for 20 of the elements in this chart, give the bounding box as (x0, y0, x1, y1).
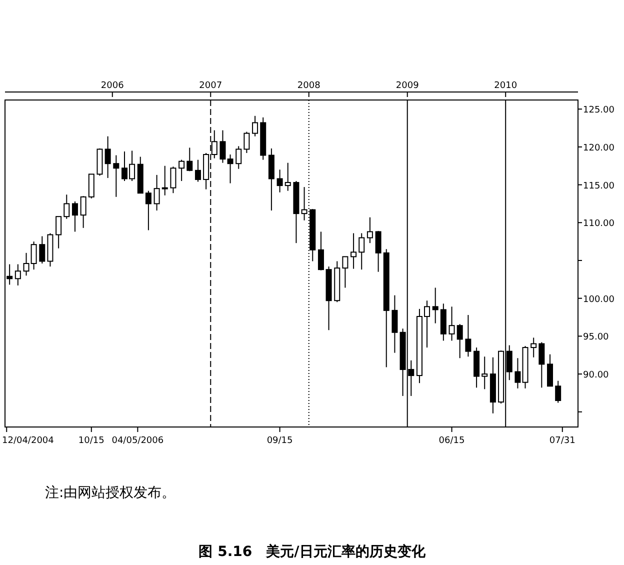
x-tick-label: 07/31 (549, 436, 576, 446)
y-tick-label: 115.00 (583, 181, 615, 192)
x-tick-label: 09/15 (266, 436, 293, 446)
x2-tick-label: 2006 (100, 81, 124, 91)
text: 注:由网站授权发布。 (45, 485, 176, 501)
x2-tick-label: 2009 (396, 81, 420, 91)
x-tick-label: 04/05/2006 (112, 436, 164, 446)
x-tick-label: 06/15 (438, 436, 465, 446)
text: 图 5.16 美元/日元汇率的历史变化 (198, 543, 426, 560)
x2-tick-label: 2008 (297, 81, 321, 91)
x2-tick-label: 2007 (199, 81, 222, 91)
x2-tick-label: 2010 (494, 81, 518, 91)
y-tick-label: 100.00 (583, 294, 615, 305)
y-tick-label: 110.00 (583, 219, 615, 230)
y-tick-label: 125.00 (583, 106, 615, 116)
y-tick-label: 95.00 (583, 332, 610, 343)
x-tick-label: 10/15 (78, 436, 104, 446)
y-tick-label: 90.00 (583, 370, 610, 381)
y-tick-label: 120.00 (583, 143, 615, 154)
x-tick-label: 12/04/2004 (2, 436, 54, 446)
